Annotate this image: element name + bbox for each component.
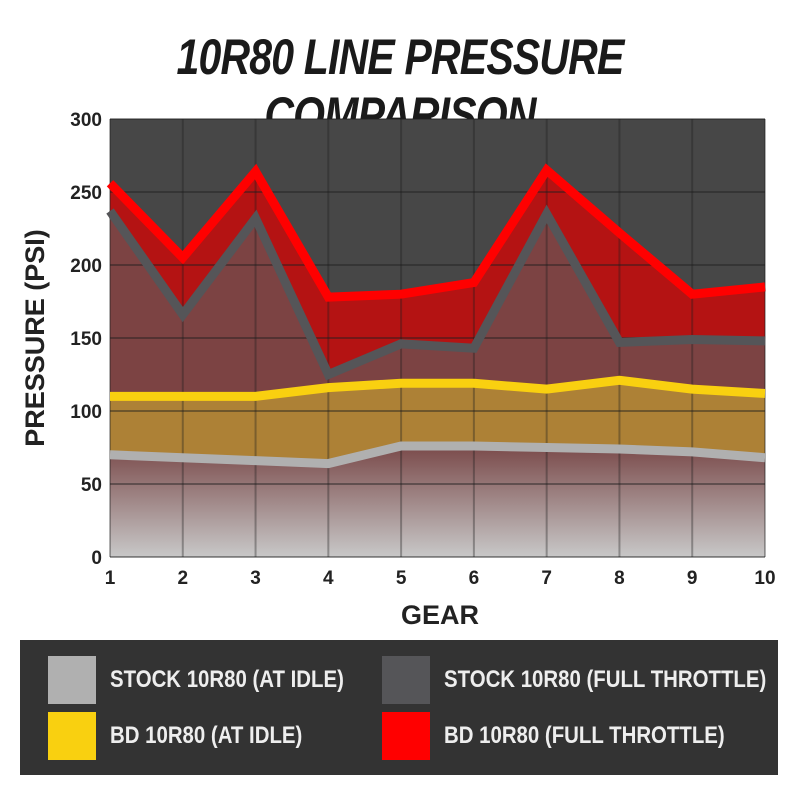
legend: STOCK 10R80 (AT IDLE) STOCK 10R80 (FULL … — [20, 640, 778, 775]
y-tick-label: 300 — [70, 110, 102, 131]
series-area — [110, 446, 765, 557]
x-tick-label: 4 — [323, 568, 334, 589]
x-tick-label: 5 — [396, 568, 407, 589]
x-tick-label: 6 — [469, 568, 480, 589]
legend-item: BD 10R80 (AT IDLE) — [48, 712, 336, 760]
y-tick-label: 250 — [70, 183, 102, 204]
y-tick-label: 200 — [70, 256, 102, 277]
y-tick-label: 50 — [81, 475, 102, 496]
series-line — [109, 441, 766, 469]
x-tick-label: 1 — [105, 568, 116, 589]
legend-item: STOCK 10R80 (AT IDLE) — [48, 656, 385, 704]
y-tick-label: 150 — [70, 329, 102, 350]
chart-title: 10R80 LINE PRESSURE COMPARISON — [176, 29, 625, 143]
legend-item: BD 10R80 (FULL THROTTLE) — [382, 712, 774, 760]
chart-plot: 0 50 100 150 200 250 300 1 2 3 4 5 6 7 8 9 10 GEAR PRESS… — [20, 110, 776, 630]
series-line — [106, 163, 766, 302]
x-tick-label: 3 — [250, 568, 261, 589]
series-line — [106, 204, 766, 381]
legend-label: BD 10R80 (FULL THROTTLE) — [444, 722, 725, 749]
series-line — [110, 375, 766, 401]
x-tick-label: 8 — [614, 568, 625, 589]
legend-label: STOCK 10R80 (AT IDLE) — [110, 666, 344, 693]
y-axis-label: PRESSURE (PSI) — [20, 229, 50, 447]
x-tick-label: 9 — [687, 568, 698, 589]
x-tick-label: 2 — [177, 568, 188, 589]
legend-label: BD 10R80 (AT IDLE) — [110, 722, 303, 749]
legend-label: STOCK 10R80 (FULL THROTTLE) — [444, 666, 767, 693]
legend-swatch — [382, 712, 430, 760]
y-tick-label: 100 — [70, 402, 102, 423]
x-tick-label: 7 — [541, 568, 552, 589]
legend-item: STOCK 10R80 (FULL THROTTLE) — [382, 656, 800, 704]
legend-swatch — [48, 712, 96, 760]
y-tick-label: 0 — [91, 548, 102, 569]
legend-swatch — [382, 656, 430, 704]
x-tick-label: 10 — [754, 568, 775, 589]
x-axis-label: GEAR — [401, 600, 479, 630]
legend-swatch — [48, 656, 96, 704]
